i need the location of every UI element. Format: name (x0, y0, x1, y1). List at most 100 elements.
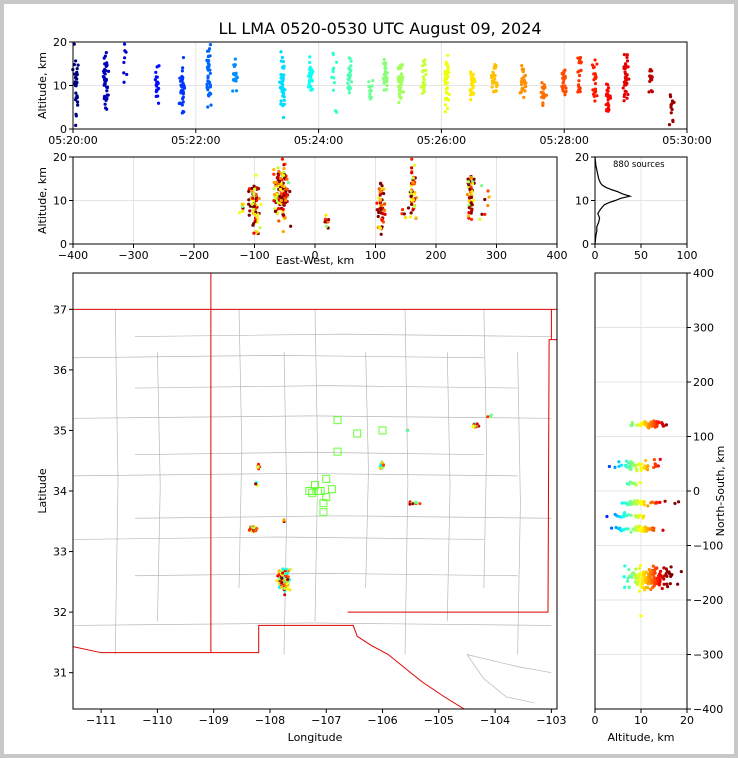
source-point (247, 189, 251, 193)
source-point (324, 224, 329, 228)
x-tick-label: 0 (312, 249, 319, 262)
county-line (466, 654, 552, 674)
source-point (422, 86, 426, 90)
source-point (649, 587, 653, 592)
source-point (123, 49, 127, 53)
county-line (73, 415, 552, 419)
source-point (154, 94, 158, 98)
source-point (254, 173, 258, 177)
source-point (275, 579, 279, 583)
source-point (415, 501, 419, 505)
y-tick-label: 0 (60, 123, 67, 136)
source-point (471, 72, 475, 76)
y-tick-label: 36 (53, 364, 67, 377)
source-point (250, 186, 254, 191)
source-point (209, 103, 213, 107)
source-point (622, 99, 626, 103)
source-point (635, 469, 639, 473)
source-point (103, 67, 107, 72)
source-point (382, 57, 386, 62)
station-marker (333, 416, 342, 425)
source-point (607, 464, 612, 469)
source-point (283, 593, 287, 597)
source-point (154, 70, 158, 74)
source-point (254, 192, 258, 197)
source-point (468, 88, 472, 92)
station-marker (333, 447, 342, 456)
source-point (281, 207, 285, 211)
source-point (122, 71, 126, 75)
source-point (381, 463, 385, 467)
county-line (114, 309, 119, 655)
y-axis-label: Altitude, km (36, 52, 49, 119)
source-point (398, 87, 402, 91)
y-tick-label: 0 (693, 485, 700, 498)
source-point (410, 202, 414, 207)
source-point (577, 89, 582, 93)
source-point (540, 85, 545, 89)
y-tick-label: 34 (53, 485, 67, 498)
source-point (277, 179, 282, 183)
source-point (279, 73, 283, 77)
source-point (623, 564, 627, 568)
source-point (615, 514, 619, 518)
source-point (282, 193, 286, 197)
source-point (420, 64, 425, 68)
source-point (469, 82, 474, 86)
source-point (401, 90, 406, 94)
station-marker (378, 426, 387, 435)
x-tick-label: 300 (486, 249, 507, 262)
x-tick-label: 0 (592, 249, 599, 262)
source-point (635, 525, 640, 529)
station-marker (311, 480, 319, 489)
county-line (283, 351, 288, 655)
source-point (422, 88, 426, 92)
source-point (74, 59, 78, 63)
y-axis-label: Altitude, km (36, 167, 49, 234)
histogram-frame: 0 50 100 0 10 20 (575, 151, 698, 262)
source-point (182, 84, 186, 89)
source-point (279, 192, 283, 196)
county-line (73, 622, 552, 626)
source-point (247, 528, 251, 532)
source-point (630, 575, 634, 579)
source-point (252, 231, 256, 235)
source-point (400, 77, 404, 81)
source-point (478, 217, 482, 221)
source-point (379, 207, 383, 212)
source-point (661, 528, 665, 532)
source-point (647, 568, 651, 572)
source-point (519, 82, 524, 87)
source-point (251, 207, 256, 211)
y-tick-label: 10 (53, 195, 67, 208)
source-point (642, 500, 646, 504)
source-point (283, 216, 287, 220)
source-point (467, 206, 471, 210)
source-point (349, 59, 353, 63)
source-point (347, 91, 352, 95)
source-point (662, 582, 666, 586)
source-point (623, 585, 627, 589)
source-point (577, 79, 581, 83)
source-point (413, 163, 417, 168)
source-point (381, 220, 386, 224)
source-point (606, 83, 610, 87)
source-point (375, 201, 379, 205)
source-point (411, 502, 415, 506)
source-point (256, 465, 260, 469)
source-point (637, 566, 641, 571)
source-point (651, 564, 655, 568)
county-line (483, 309, 488, 588)
source-point (281, 567, 285, 571)
source-point (641, 421, 646, 426)
source-point (447, 92, 451, 96)
source-point (472, 177, 476, 182)
x-tick-label: −106 (367, 714, 397, 727)
source-point (522, 78, 527, 83)
source-point (378, 226, 383, 230)
source-point (493, 77, 497, 81)
source-point (422, 60, 426, 64)
x-tick-label: 05:22:00 (171, 134, 220, 147)
source-point (285, 582, 289, 586)
